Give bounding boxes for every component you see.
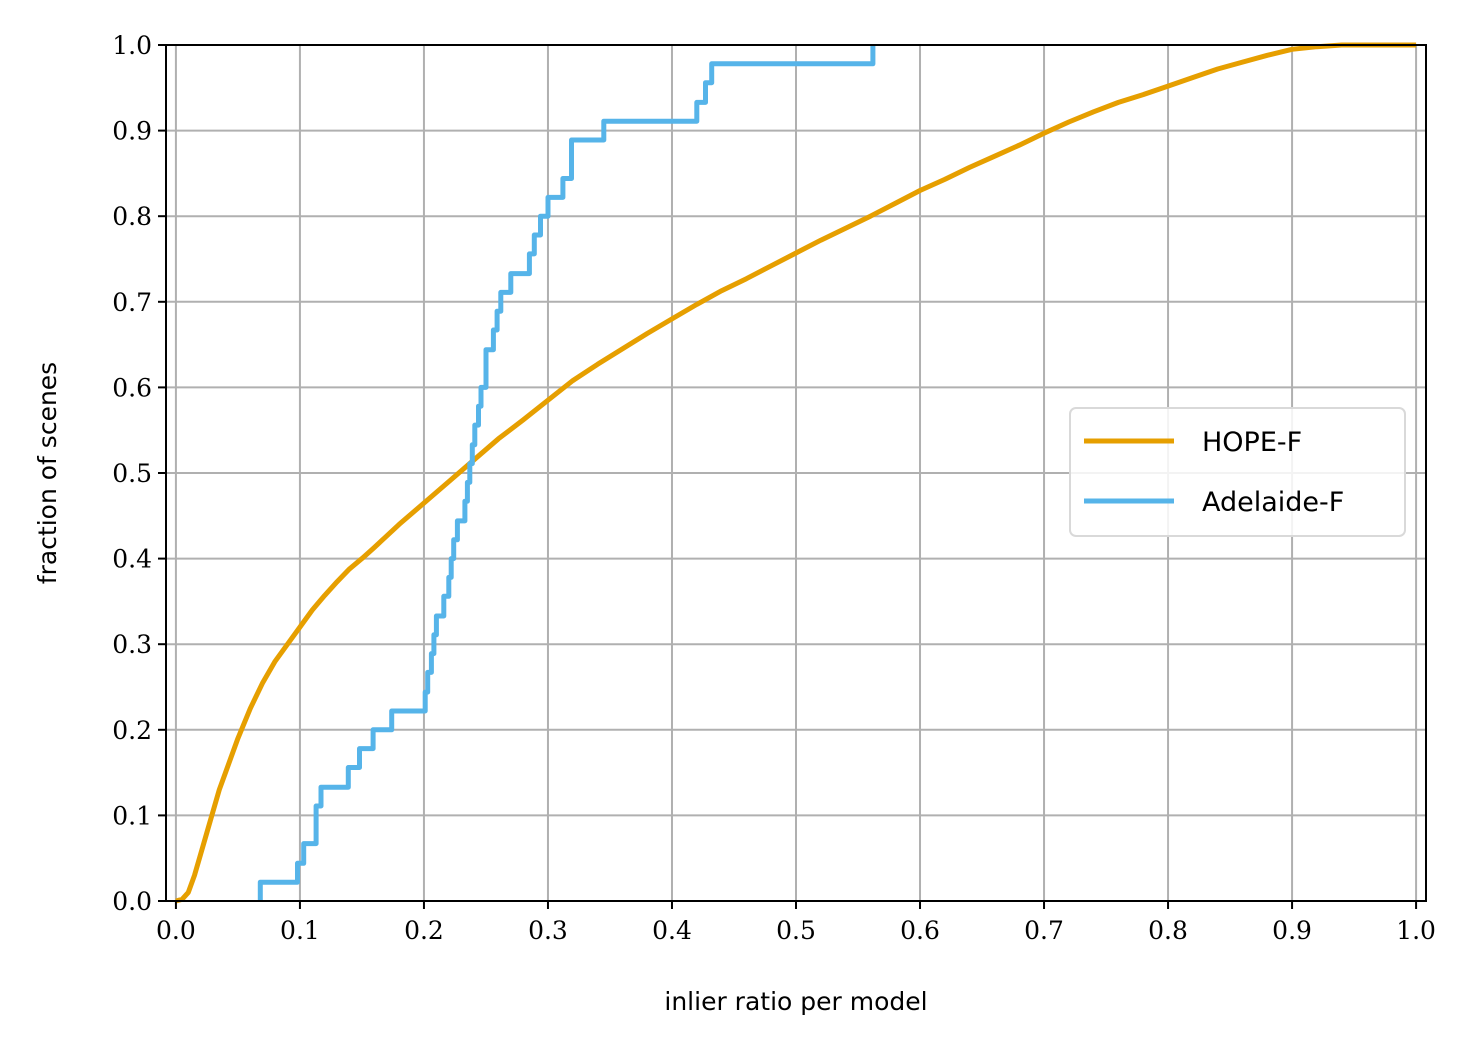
legend: HOPE-F Adelaide-F — [1069, 407, 1406, 537]
x-tick-label: 0.0 — [156, 916, 196, 945]
x-tick-label: 0.5 — [776, 916, 816, 945]
x-tick-label: 0.3 — [528, 916, 568, 945]
x-tick-label: 0.4 — [652, 916, 692, 945]
y-tick-label: 0.8 — [112, 202, 152, 231]
x-tick-label: 0.8 — [1148, 916, 1188, 945]
legend-label: Adelaide-F — [1202, 487, 1344, 518]
x-tick-label: 0.7 — [1024, 916, 1064, 945]
y-tick-label: 0.0 — [112, 887, 152, 916]
y-tick-label: 0.2 — [112, 716, 152, 745]
x-tick-label: 0.1 — [280, 916, 320, 945]
y-tick-label: 0.1 — [112, 801, 152, 830]
legend-label: HOPE-F — [1202, 427, 1302, 458]
y-tick-label: 0.5 — [112, 459, 152, 488]
x-tick-label: 0.6 — [900, 916, 940, 945]
x-tick-label: 0.2 — [404, 916, 444, 945]
series-layer — [175, 42, 1417, 904]
y-tick-label: 1.0 — [112, 31, 152, 60]
y-axis-label: fraction of scenes — [33, 362, 62, 584]
x-axis-label: inlier ratio per model — [664, 987, 927, 1016]
y-tick-label: 0.6 — [112, 373, 152, 402]
y-tick-label: 0.7 — [112, 288, 152, 317]
x-tick-label: 0.9 — [1272, 916, 1312, 945]
series-line-adelaide-f — [257, 45, 876, 901]
y-tick-label: 0.9 — [112, 117, 152, 146]
series-line-hope-f — [175, 42, 1417, 904]
ticks: 0.0 0.1 0.2 0.3 0.4 0.5 0.6 0.7 0.8 0.9 1.0 0.0 0.1 0… — [112, 31, 1436, 945]
y-tick-label: 0.4 — [112, 545, 152, 574]
x-tick-label: 1.0 — [1396, 916, 1436, 945]
y-tick-label: 0.3 — [112, 630, 152, 659]
